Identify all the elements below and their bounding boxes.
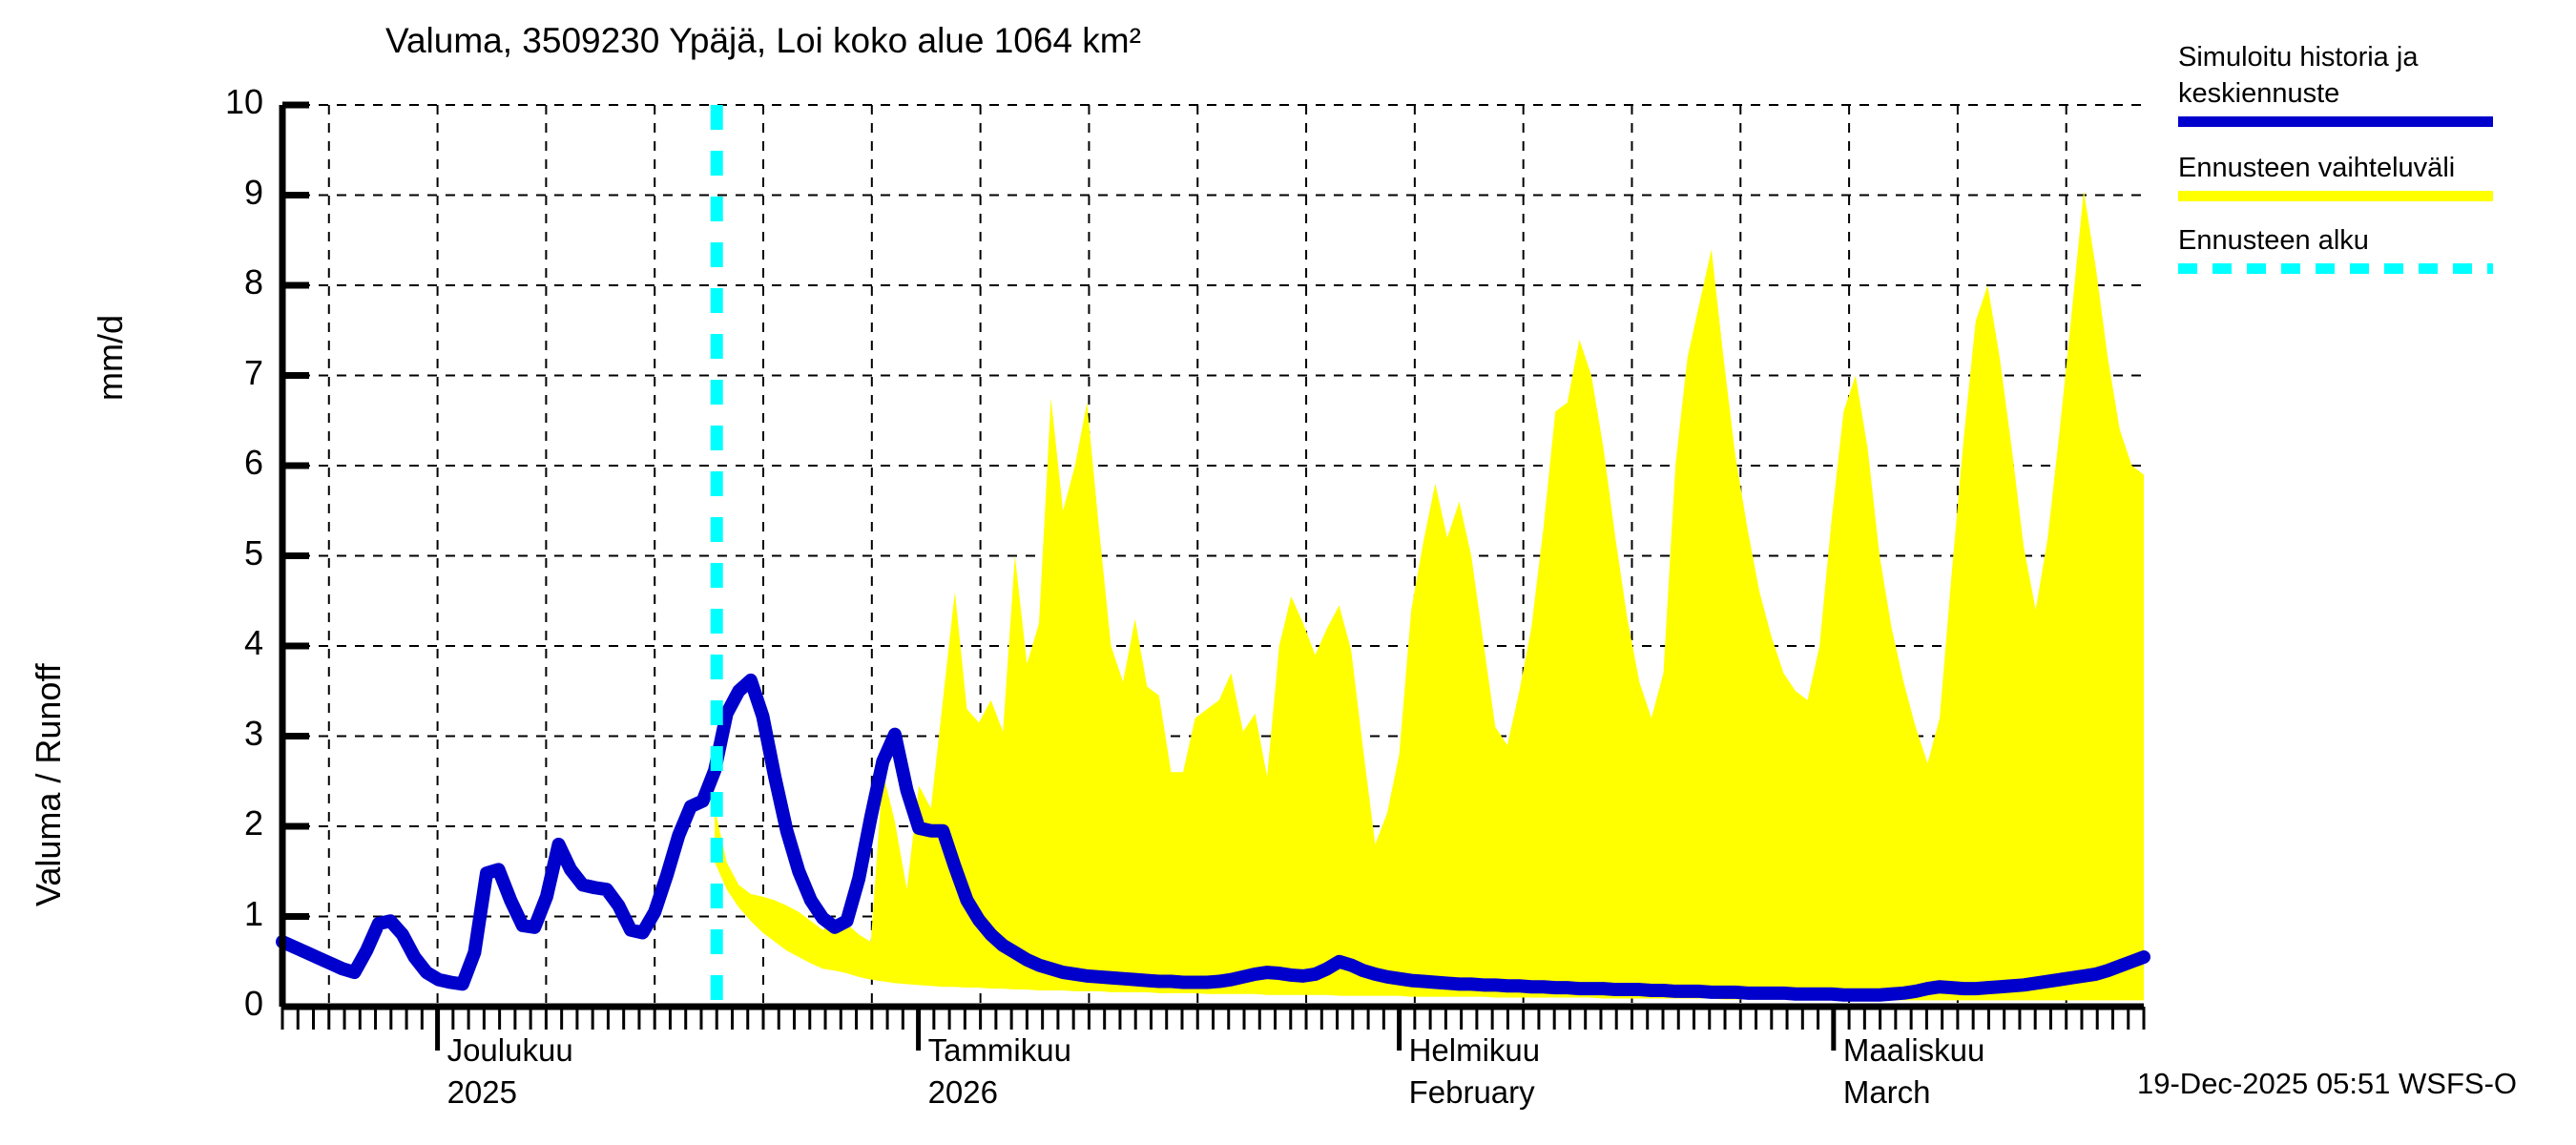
legend-label-2: Ennusteen alku	[2178, 225, 2369, 256]
legend-swatch-2	[2178, 263, 2493, 274]
x-tick-month-1: Tammikuu	[927, 1032, 1071, 1068]
y-tick-2: 2	[243, 803, 263, 843]
y-tick-5: 5	[243, 532, 263, 572]
history-mean-line	[276, 673, 2150, 1002]
x-tick-month-2: Helmikuu	[1408, 1032, 1541, 1068]
timestamp-label: 19-Dec-2025 05:51 WSFS-O	[2137, 1067, 2518, 1100]
chart-title: Valuma, 3509230 Ypäjä, Loi koko alue 106…	[385, 21, 1141, 60]
y-tick-9: 9	[243, 172, 263, 212]
x-tick-sub-1: 2026	[927, 1074, 998, 1110]
legend-label-0-line2: keskiennuste	[2178, 78, 2340, 109]
x-tick-sub-3: March	[1842, 1074, 1931, 1110]
y-tick-10: 10	[224, 82, 263, 121]
x-tick-sub-0: 2025	[447, 1074, 517, 1110]
x-tick-month-0: Joulukuu	[447, 1032, 573, 1068]
x-tick-sub-2: February	[1408, 1074, 1535, 1110]
legend-label-1: Ennusteen vaihteluväli	[2178, 153, 2456, 183]
legend-swatch-0	[2178, 116, 2493, 127]
legend-swatch-1	[2178, 191, 2493, 201]
legend-label-0: Simuloitu historia ja	[2178, 42, 2419, 73]
y-tick-7: 7	[243, 352, 263, 392]
forecast-range-band	[715, 190, 2144, 1001]
y-tick-4: 4	[243, 623, 263, 662]
y-tick-3: 3	[243, 713, 263, 753]
y-tick-0: 0	[243, 984, 263, 1023]
y-tick-1: 1	[243, 893, 263, 933]
x-tick-month-3: Maaliskuu	[1842, 1032, 1985, 1068]
y-tick-6: 6	[243, 443, 263, 482]
y-tick-8: 8	[243, 262, 263, 302]
